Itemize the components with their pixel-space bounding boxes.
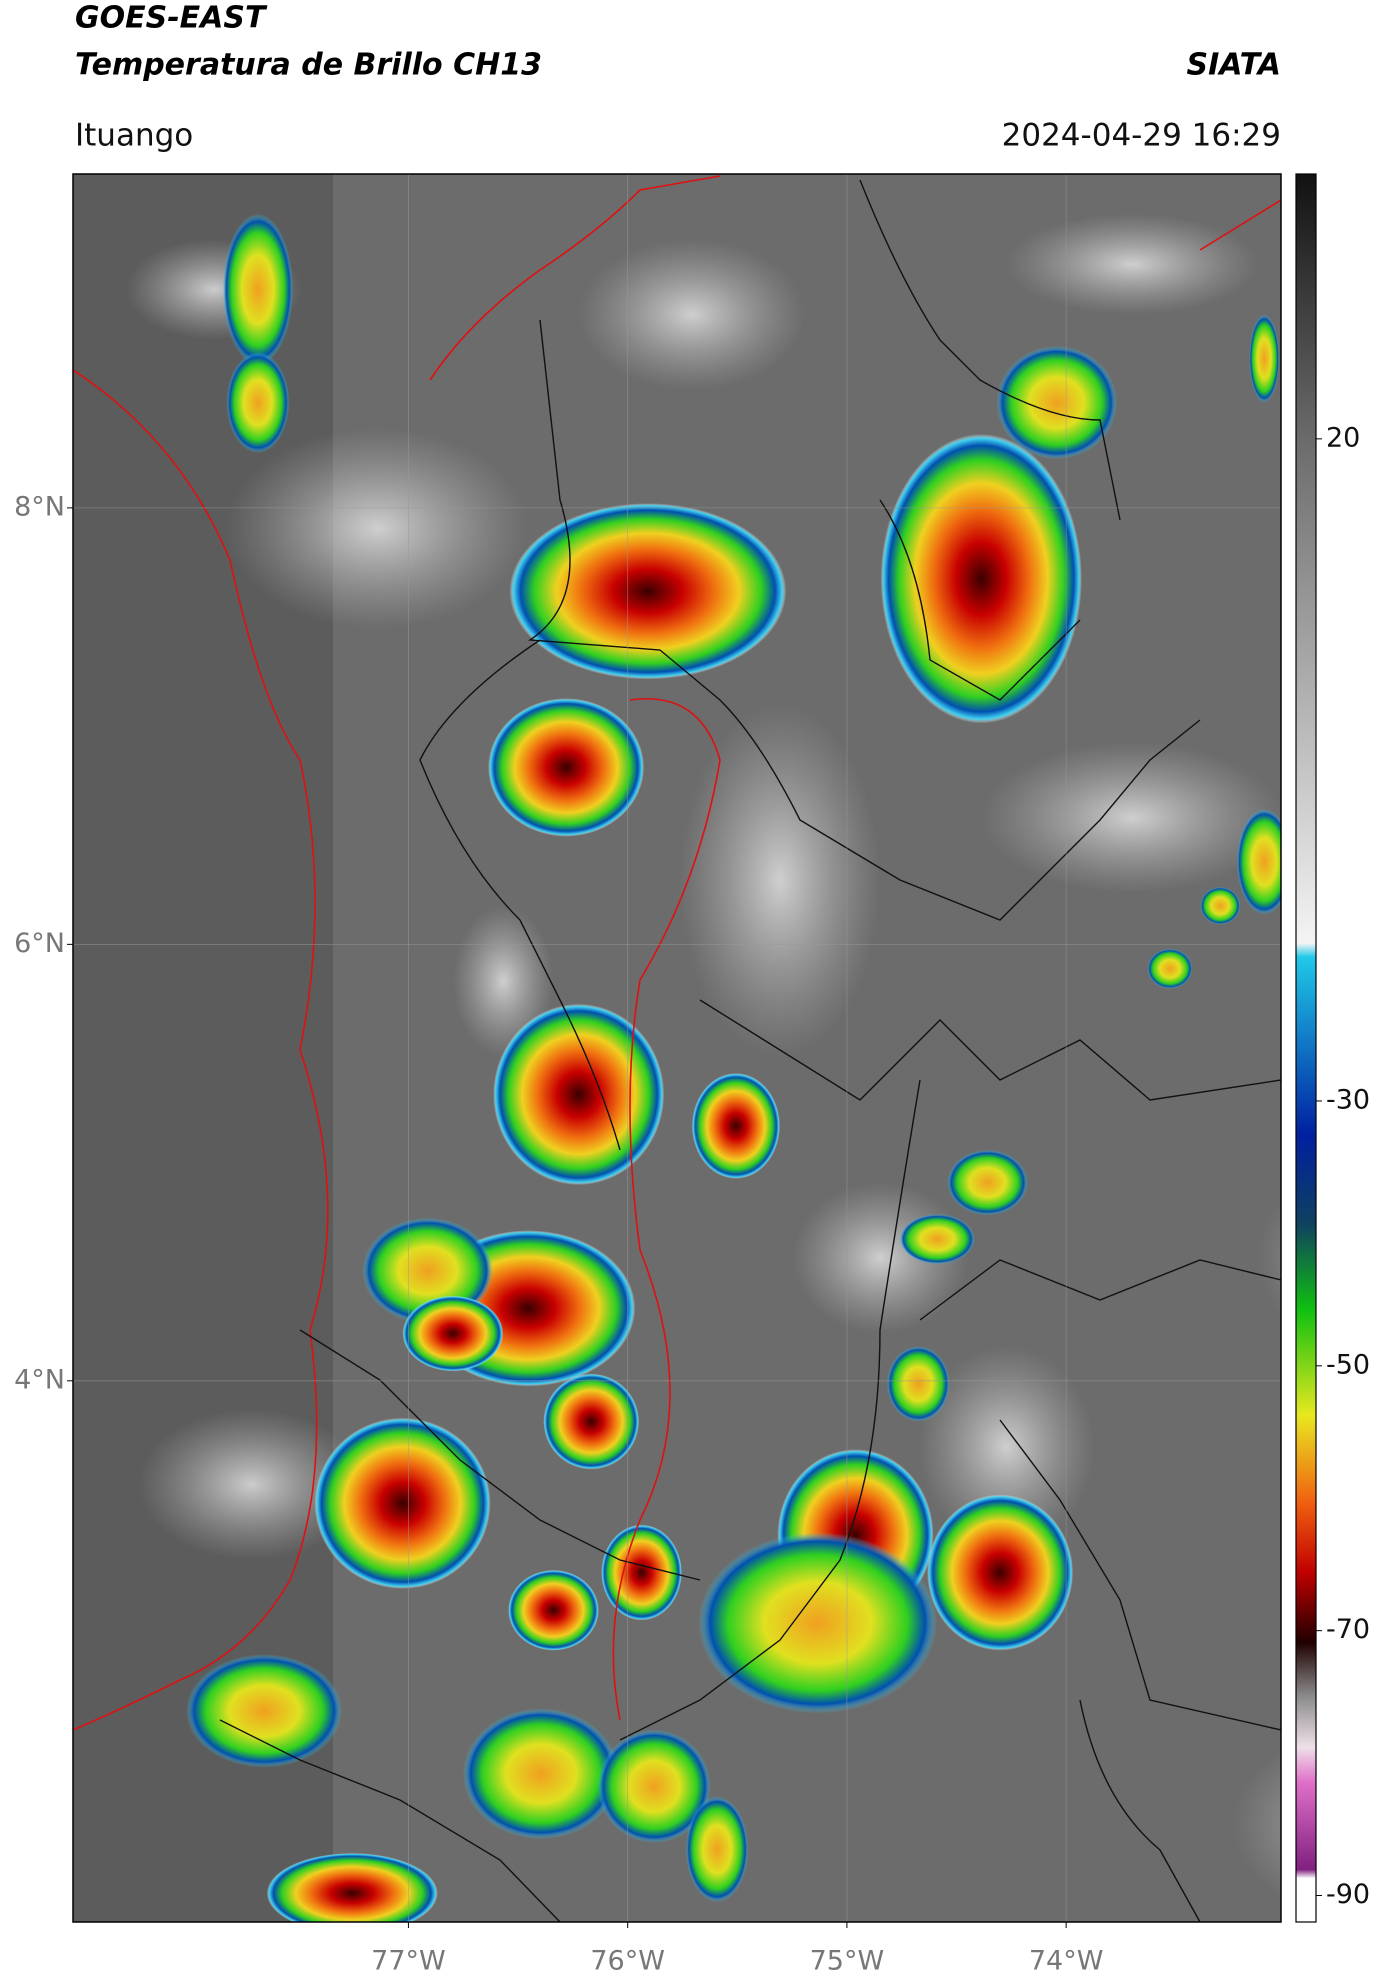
cloud (1232, 1750, 1281, 1898)
title: GOES-EAST (75, 1, 268, 36)
colorbar-tick-label: -90 (1326, 1879, 1370, 1910)
colorbar-tick-label: 20 (1326, 422, 1360, 453)
convective-cloud (266, 1853, 438, 1922)
colorbar-tick-label: -30 (1326, 1084, 1370, 1115)
subtitle: Temperatura de Brillo CH13 (75, 48, 542, 83)
convective-cloud (543, 1373, 640, 1470)
convective-cloud (1200, 886, 1241, 925)
black-borders (219, 179, 1281, 1922)
lon-tick-label: 76°W (590, 1946, 665, 1977)
convective-cloud (226, 352, 290, 453)
location: Ituango (75, 118, 193, 154)
cloud (918, 1346, 1095, 1548)
convective-cloud (698, 1532, 938, 1714)
convective-cloud (222, 213, 294, 365)
red-borders (73, 175, 1281, 1731)
convective-cloud (927, 1494, 1074, 1651)
convective-cloud (1249, 314, 1280, 403)
source: SIATA (1187, 48, 1281, 83)
convective-cloud (402, 1295, 504, 1372)
cloud (1006, 213, 1258, 315)
convective-cloud (186, 1654, 343, 1768)
colorbar-tick-label: -70 (1326, 1614, 1370, 1645)
convective-cloud (314, 1417, 491, 1589)
convective-cloud (996, 345, 1118, 460)
convective-cloud (685, 1796, 749, 1903)
datetime: 2024-04-29 16:29 (1002, 118, 1281, 154)
convective-cloud (691, 1073, 780, 1179)
convective-cloud (488, 698, 645, 837)
cloud (226, 427, 529, 629)
lon-tick-label: 75°W (810, 1946, 885, 1977)
convective-cloud (462, 1708, 619, 1840)
colorbar (1295, 173, 1317, 1923)
lat-tick-label: 6°N (14, 928, 65, 959)
lat-tick-label: 4°N (14, 1364, 65, 1395)
convective-cloud (493, 1003, 665, 1186)
convective-cloud (899, 1213, 975, 1265)
convective-cloud (1147, 948, 1193, 989)
satellite-image (73, 174, 1281, 1922)
convective-cloud (1236, 808, 1281, 915)
colorbar-tick-label: -50 (1326, 1349, 1370, 1380)
cloud (679, 704, 881, 1057)
cloud (138, 1408, 365, 1560)
convective-cloud (597, 1729, 711, 1843)
lat-tick-label: 8°N (14, 491, 65, 522)
convective-cloud (886, 1346, 950, 1422)
cloud (1258, 1199, 1281, 1317)
cloud (578, 239, 806, 390)
cloud (452, 905, 554, 1057)
lon-tick-label: 77°W (371, 1946, 446, 1977)
map-frame (72, 173, 1282, 1923)
convective-cloud (880, 434, 1082, 724)
lon-tick-label: 74°W (1029, 1946, 1104, 1977)
cloud (981, 742, 1281, 894)
convective-cloud (509, 503, 787, 680)
convective-cloud (508, 1569, 599, 1651)
convective-cloud (601, 1524, 682, 1621)
convective-cloud (947, 1149, 1028, 1216)
